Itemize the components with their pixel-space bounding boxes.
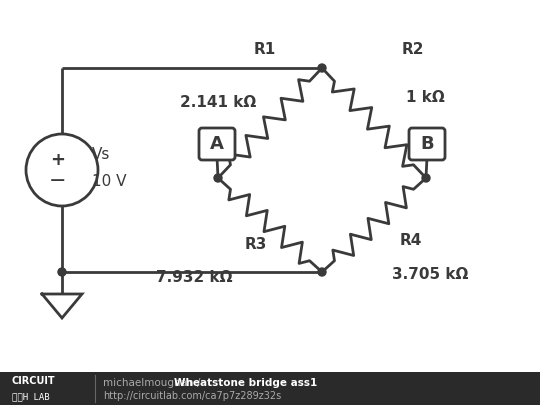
Text: R4: R4: [400, 233, 422, 248]
Circle shape: [318, 64, 326, 72]
Text: ∿⊿H LAB: ∿⊿H LAB: [12, 392, 50, 401]
Text: http://circuitlab.com/ca7p7z289z32s: http://circuitlab.com/ca7p7z289z32s: [103, 391, 281, 401]
FancyBboxPatch shape: [199, 128, 235, 160]
Text: michaelmoughan /: michaelmoughan /: [103, 377, 204, 388]
Text: R1: R1: [254, 42, 276, 57]
Text: Vs: Vs: [92, 147, 110, 162]
Circle shape: [422, 174, 430, 182]
Text: 2.141 kΩ: 2.141 kΩ: [180, 95, 256, 110]
Circle shape: [318, 268, 326, 276]
Text: Wheatstone bridge ass1: Wheatstone bridge ass1: [174, 377, 318, 388]
Text: R2: R2: [402, 42, 424, 57]
Text: CIRCUIT: CIRCUIT: [12, 375, 56, 386]
Text: −: −: [49, 171, 67, 191]
Bar: [0, 372, 540, 405]
Text: 7.932 kΩ: 7.932 kΩ: [156, 270, 232, 285]
Text: +: +: [51, 151, 65, 169]
FancyBboxPatch shape: [409, 128, 445, 160]
Text: 3.705 kΩ: 3.705 kΩ: [392, 267, 468, 282]
Text: A: A: [210, 135, 224, 153]
Circle shape: [58, 268, 66, 276]
Text: R3: R3: [245, 237, 267, 252]
Text: 1 kΩ: 1 kΩ: [406, 90, 445, 105]
Text: B: B: [420, 135, 434, 153]
Circle shape: [214, 174, 222, 182]
Text: 10 V: 10 V: [92, 174, 126, 189]
